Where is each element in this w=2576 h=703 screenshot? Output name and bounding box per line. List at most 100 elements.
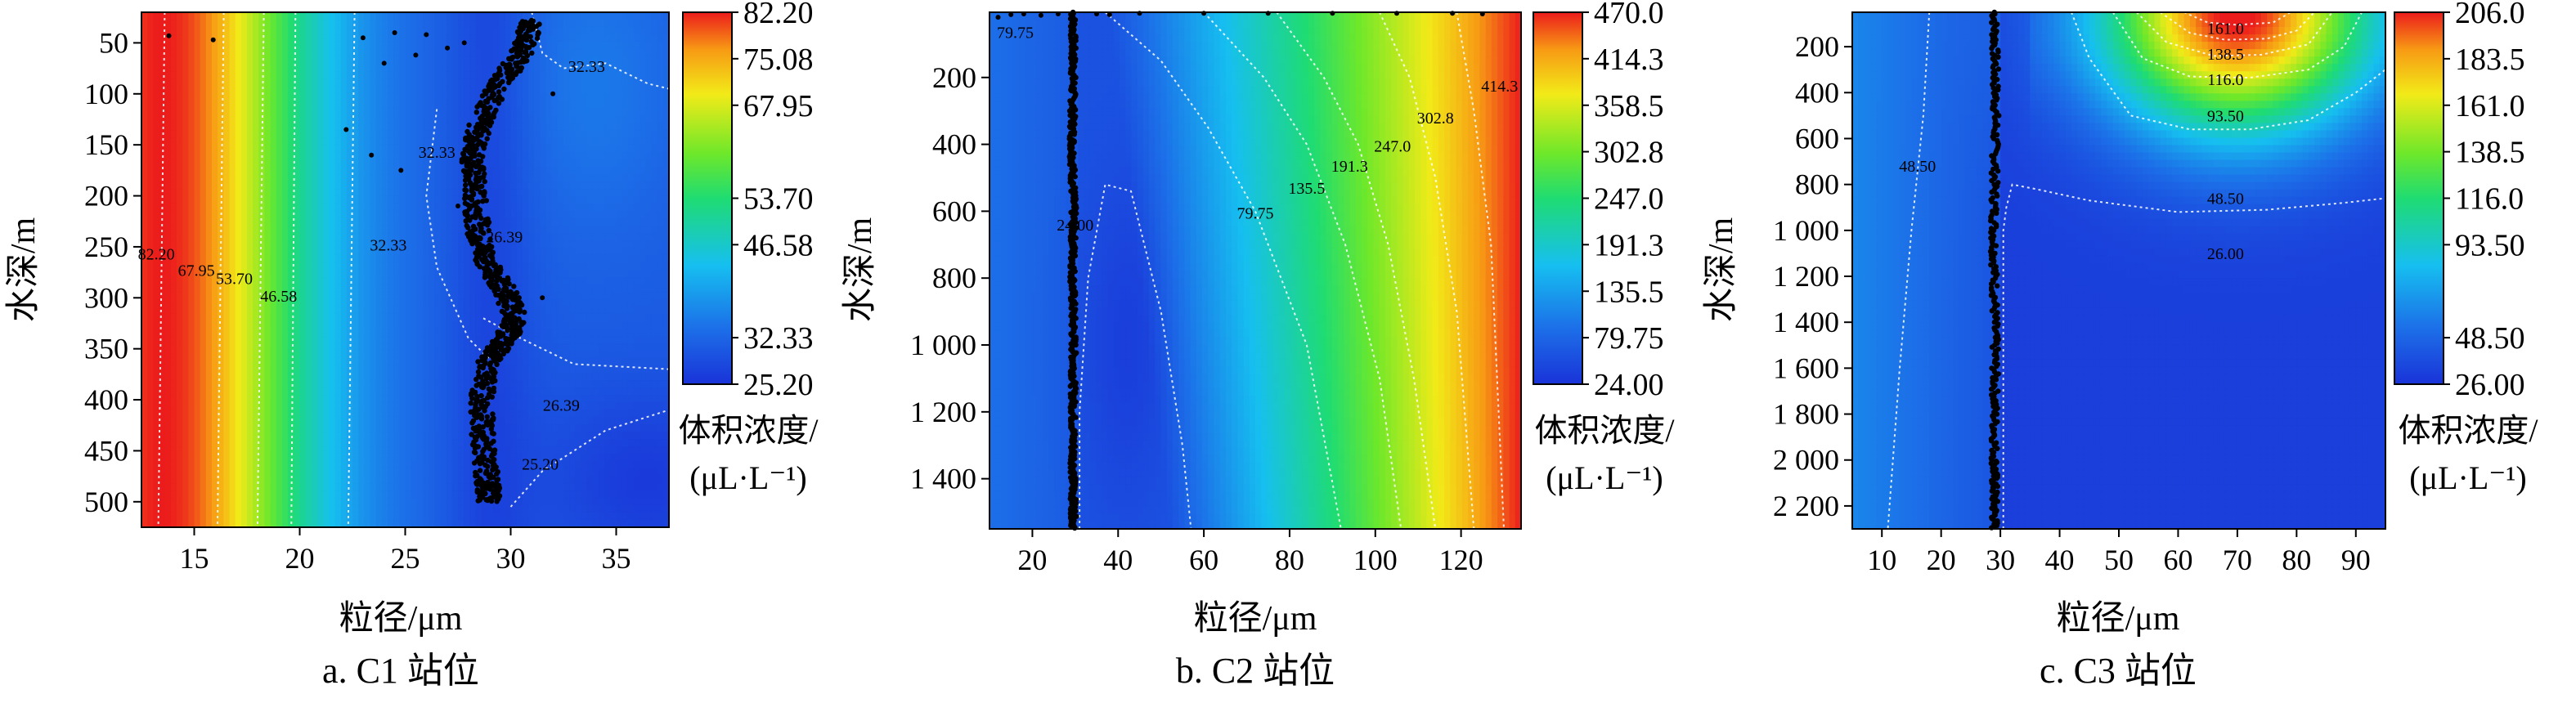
c3-contour-line (2071, 11, 2386, 131)
c3-contour-label: 48.50 (1899, 158, 1936, 176)
c1-scatter-point (496, 101, 502, 106)
c1-scatter-point (369, 152, 375, 158)
c1-scatter-point (473, 473, 478, 479)
c3-colorbar-label-line2: (μL·L⁻¹) (2409, 459, 2526, 496)
c1-scatter-point (488, 441, 494, 446)
c3-heatmap (1852, 12, 2385, 529)
c1-scatter-point (496, 89, 502, 95)
c3-x-tick-label: 50 (2104, 544, 2134, 576)
c2-contour-lines (1079, 11, 1505, 530)
c1-scatter-point (490, 411, 496, 417)
c3-scatter-point (1995, 168, 2001, 174)
c1-scatter-point (462, 177, 469, 183)
c1-contour-label: 32.33 (370, 236, 406, 254)
c1-scatter-point (475, 141, 481, 148)
c1-colorbar-tick-label: 67.95 (743, 89, 814, 123)
c3-scatter-point (1993, 243, 1999, 249)
c1-scatter-point (484, 99, 491, 105)
c3-y-tick-label: 1 000 (1773, 214, 1839, 247)
c3-colorbar-tick-label: 206.0 (2455, 0, 2525, 30)
c1-scatter-point (473, 110, 479, 115)
c1-caption: a. C1 站位 (322, 651, 479, 691)
c2-contour-line (1079, 183, 1192, 530)
c1-scatter-point (480, 154, 486, 159)
c1-scatter-point (513, 71, 518, 78)
c3-contour-label: 48.50 (2207, 190, 2244, 208)
c3-scatter-points (1987, 9, 2002, 531)
c1-scatter-point (381, 60, 387, 66)
c3-scatter-point (1994, 363, 1999, 369)
c2-scatter-point (1072, 173, 1078, 180)
c1-scatter-point (500, 351, 506, 357)
c1-y-tick-label: 200 (84, 180, 128, 213)
c3-contour-lines (1887, 11, 2386, 530)
c1-x-axis-title: 粒径/μm (339, 600, 463, 638)
c2-x-axis-ticks: 20 40 60 80 100 120 (1017, 529, 1483, 576)
c3-contour-label: 93.50 (2207, 107, 2244, 125)
c2-colorbar-tick-label: 302.8 (1594, 136, 1664, 170)
c1-scatter-point (481, 231, 487, 236)
c1-scatter-point (485, 463, 491, 469)
c3-colorbar-label-line1: 体积浓度/ (2398, 412, 2538, 449)
c1-x-tick-label: 30 (496, 542, 526, 575)
c1-scatter-point (466, 122, 472, 128)
c3-contour-label: 138.5 (2207, 46, 2244, 64)
c1-scatter-point (501, 86, 507, 92)
c1-scatter-point (482, 275, 488, 280)
c1-contour-line (216, 11, 225, 528)
c1-scatter-point (489, 379, 496, 385)
c1-scatter-point (506, 281, 512, 287)
c1-scatter-point (445, 45, 451, 51)
c1-scatter-point (469, 168, 474, 173)
c1-scatter-point (523, 45, 529, 51)
c2-y-tick-label: 1 000 (910, 329, 976, 361)
c1-y-tick-label: 350 (84, 333, 128, 365)
c3-y-tick-label: 600 (1795, 122, 1839, 154)
c2-scatter-point (995, 15, 1001, 20)
c3-x-axis-title: 粒径/μm (2057, 600, 2180, 638)
c1-scatter-point (494, 499, 500, 504)
c1-scatter-point (496, 300, 501, 307)
c1-scatter-point (506, 79, 512, 86)
c2-scatter-point (1106, 11, 1112, 17)
c2-scatter-point (1067, 383, 1074, 389)
c1-scatter-point (491, 431, 496, 437)
c1-scatter-point (488, 498, 495, 504)
c3-scatter-point (1994, 132, 2000, 137)
c1-scatter-point (462, 195, 468, 202)
c1-contour-label: 32.33 (419, 144, 456, 162)
c1-contour-label: 46.58 (260, 288, 297, 306)
c1-scatter-point (456, 204, 460, 208)
c1-scatter-point (522, 309, 527, 316)
c2-contour-label: 79.75 (1237, 204, 1274, 222)
c1-contour-line (531, 11, 670, 90)
c1-scatter-point (480, 384, 486, 391)
c3-x-tick-label: 30 (1986, 544, 2015, 576)
c2-colorbar-tick-label: 247.0 (1594, 182, 1664, 217)
c3-scatter-point (1994, 411, 2000, 417)
c1-scatter-point (398, 168, 404, 173)
c1-scatter-point (468, 156, 473, 162)
c1-scatter-point (488, 426, 494, 432)
c1-colorbar-label-line2: (μL·L⁻¹) (689, 459, 806, 496)
c1-scatter-point (478, 215, 484, 222)
c1-scatter-point (517, 309, 523, 315)
c1-x-tick-label: 15 (180, 542, 209, 575)
c1-colorbar (682, 11, 733, 385)
c1-scatter-point (468, 401, 473, 406)
c1-scatter-point (469, 396, 475, 401)
c1-scatter-point (473, 376, 479, 383)
c1-scatter-point (468, 409, 473, 415)
c1-scatter-point (487, 486, 493, 492)
c3-contour-label: 116.0 (2207, 71, 2243, 89)
c2-y-tick-label: 1 200 (910, 396, 976, 428)
c3-x-tick-label: 10 (1867, 544, 1896, 576)
c3-scatter-point (1989, 189, 1995, 195)
c2-colorbar (1533, 11, 1583, 385)
c1-colorbar-tick-label: 82.20 (743, 0, 814, 30)
c3-x-tick-label: 60 (2163, 544, 2192, 576)
c3-caption: c. C3 站位 (2040, 651, 2197, 691)
c1-y-tick-label: 450 (84, 434, 128, 467)
c1-scatter-point (471, 460, 478, 466)
c1-scatter-point (494, 361, 500, 367)
